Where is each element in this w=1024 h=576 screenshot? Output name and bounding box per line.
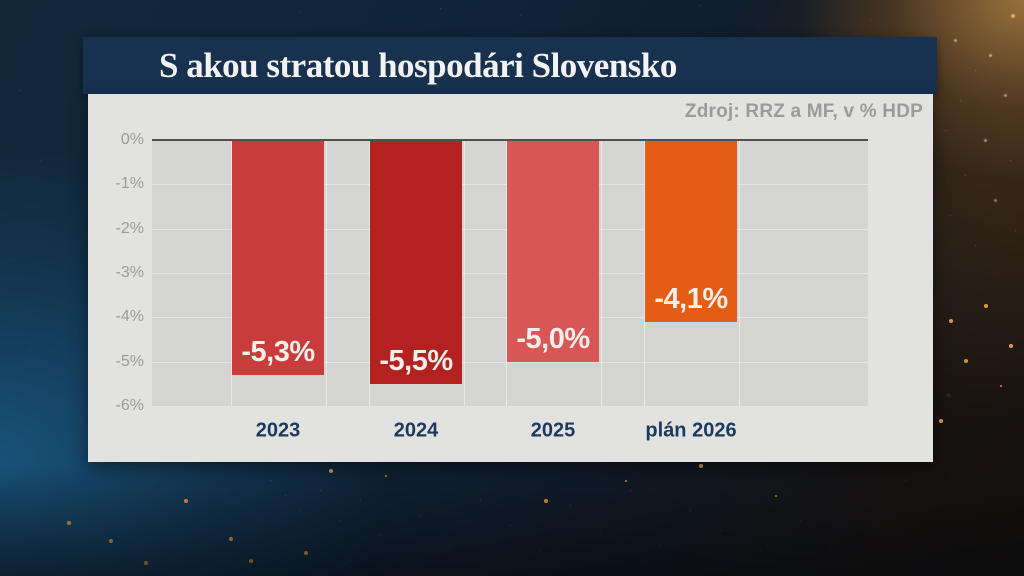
y-axis-tick-label: -5% (115, 353, 144, 370)
x-axis-label: 2023 (255, 419, 301, 442)
chart-title: S akou stratou hospodári Slovensko (159, 45, 677, 85)
bar-2023: -5,3% (232, 140, 324, 375)
gridline (152, 406, 868, 407)
zero-axis-line (152, 139, 868, 141)
bar-value-label: -5,0% (516, 323, 590, 355)
bar-column-guide (231, 140, 327, 406)
y-axis-tick-label: 0% (120, 131, 144, 148)
bar-column-guide (644, 140, 740, 406)
bar-value-label: -5,5% (379, 345, 453, 377)
chart-title-bar: S akou stratou hospodári Slovensko (83, 37, 937, 94)
x-axis-label: 2024 (393, 419, 439, 442)
x-axis-label: plán 2026 (645, 419, 737, 442)
y-axis-tick-label: -1% (115, 175, 144, 192)
bar-column-guide (506, 140, 602, 406)
gridline (152, 362, 868, 363)
y-axis-tick-label: -4% (115, 308, 144, 325)
background-particles-orange (0, 0, 2, 2)
bar-2024: -5,5% (370, 140, 462, 384)
source-note: Zdroj: RRZ a MF, v % HDP (684, 101, 923, 122)
bar-value-label: -4,1% (654, 283, 728, 315)
chart-card: Zdroj: RRZ a MF, v % HDP 0% -1% -2% -3% -4% -… (88, 94, 933, 462)
bar-value-label: -5,3% (241, 336, 315, 368)
y-axis-tick-label: -3% (115, 264, 144, 281)
y-axis-tick-label: -2% (115, 220, 144, 237)
bar-2025: -5,0% (507, 140, 599, 362)
y-axis-tick-label: -6% (115, 397, 144, 414)
bar-plán-2026: -4,1% (645, 140, 737, 322)
x-axis-labels: 2023 2024 2025 plán 2026 (152, 414, 868, 448)
plot-area: 0% -1% -2% -3% -4% -5% -6% -5,3% -5,5% -5,0% -4,1% (116, 131, 868, 414)
bar-column-guide (369, 140, 465, 406)
x-axis-label: 2025 (530, 419, 576, 442)
